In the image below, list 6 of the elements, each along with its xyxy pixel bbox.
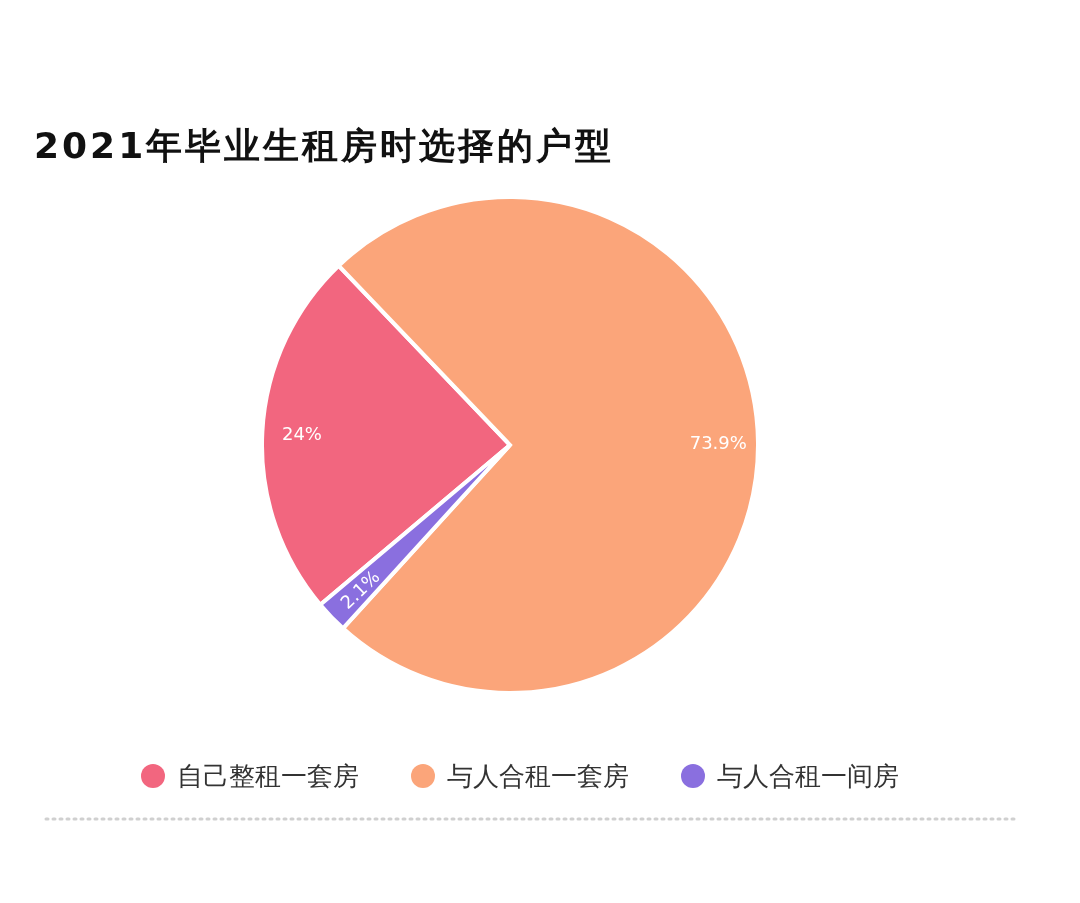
legend-label: 自己整租一套房 xyxy=(177,761,359,791)
legend-label: 与人合租一套房 xyxy=(447,761,629,791)
data-label: 73.9% xyxy=(689,432,747,454)
chart-title: 2021年毕业生租房时选择的户型 xyxy=(34,125,615,166)
data-label: 24% xyxy=(281,423,322,445)
legend-label: 与人合租一间房 xyxy=(717,761,899,791)
